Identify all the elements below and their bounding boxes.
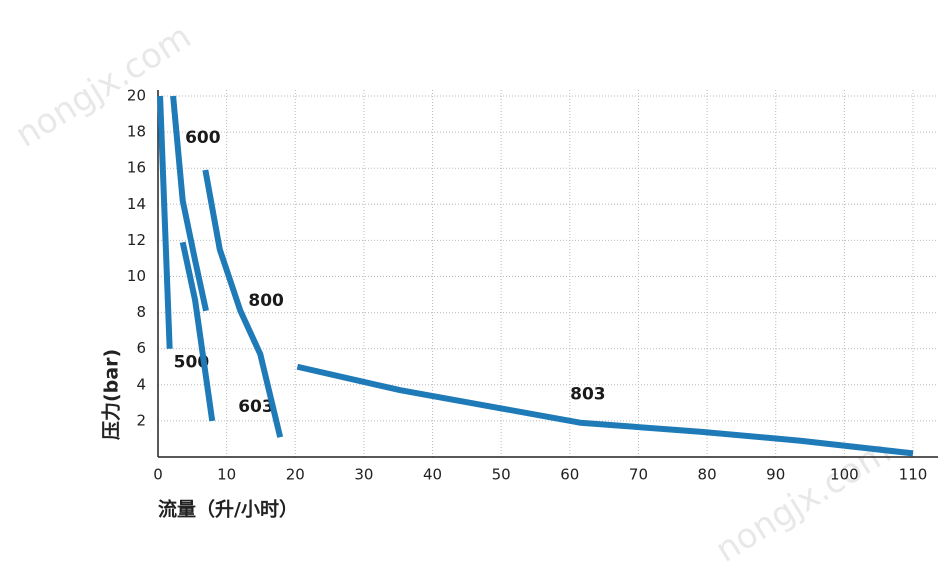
watermark: nongjx.com bbox=[709, 432, 899, 571]
series-line bbox=[157, 95, 173, 349]
x-tick-label: 30 bbox=[354, 466, 373, 484]
y-tick-label: 14 bbox=[127, 195, 146, 213]
x-tick-label: 60 bbox=[560, 466, 579, 484]
x-tick-label: 40 bbox=[423, 466, 442, 484]
y-tick-label: 18 bbox=[127, 123, 146, 141]
y-tick-label: 10 bbox=[127, 267, 146, 285]
x-tick-label: 100 bbox=[830, 466, 859, 484]
y-tick-label: 20 bbox=[127, 87, 146, 105]
series-line bbox=[296, 363, 914, 457]
y-axis-label: 压力(bar) bbox=[100, 349, 123, 440]
series-label: 600 bbox=[185, 128, 221, 148]
series-line bbox=[170, 95, 209, 312]
x-tick-label: 50 bbox=[492, 466, 511, 484]
y-tick-label: 8 bbox=[136, 303, 146, 321]
series-line bbox=[202, 169, 284, 438]
y-tick-label: 16 bbox=[127, 159, 146, 177]
x-tick-label: 110 bbox=[899, 466, 928, 484]
series-label: 803 bbox=[570, 385, 606, 405]
x-tick-label: 20 bbox=[286, 466, 305, 484]
series-line bbox=[179, 241, 216, 422]
y-tick-label: 4 bbox=[136, 375, 146, 393]
watermark: nongjx.com bbox=[9, 17, 199, 156]
y-tick-label: 2 bbox=[136, 411, 146, 429]
x-tick-label: 80 bbox=[698, 466, 717, 484]
series-label: 603 bbox=[238, 397, 273, 417]
x-tick-label: 70 bbox=[629, 466, 648, 484]
y-tick-label: 12 bbox=[127, 231, 146, 249]
x-axis-label: 流量（升/小时） bbox=[158, 498, 298, 521]
x-tick-label: 0 bbox=[153, 466, 163, 484]
x-tick-label: 10 bbox=[217, 466, 236, 484]
series-label: 800 bbox=[248, 291, 284, 311]
x-tick-label: 90 bbox=[766, 466, 785, 484]
y-tick-label: 6 bbox=[136, 339, 146, 357]
